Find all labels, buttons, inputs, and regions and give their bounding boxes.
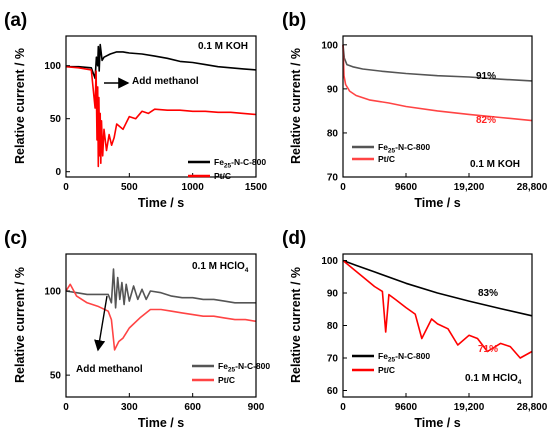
panel-2-plot-frame <box>342 35 533 178</box>
panel-1-x-tick-label: 0 <box>63 182 69 193</box>
panel-2-x-tick-label: 9600 <box>395 182 418 193</box>
panel-2-end-label-1: 91% <box>476 71 496 82</box>
panel-4-y-tick-label: 70 <box>327 354 339 365</box>
panel-1-series-2-line <box>65 65 257 168</box>
panel-4-x-axis-label: Time / s <box>414 416 460 430</box>
panel-4-x-tick-label: 28,800 <box>517 402 548 413</box>
panel-1-x-axis-label: Time / s <box>138 196 184 210</box>
panel-4-y-tick-label: 100 <box>321 256 338 267</box>
panel-3-x-axis-label: Time / s <box>138 416 184 430</box>
panel-1-plot-frame <box>65 35 257 178</box>
panel-3-x-tick-label: 600 <box>184 402 201 413</box>
panel-2-y-tick-label: 100 <box>321 40 338 51</box>
panel-4-condition-label: 0.1 M HClO4 <box>465 373 522 386</box>
panel-4-letter: (d) <box>282 228 306 249</box>
panel-4-y-axis-label: Relative current / % <box>289 267 303 383</box>
panel-1-x-tick-label: 1000 <box>182 182 205 193</box>
panel-2-legend-label-1: Fe25-N-C-800 <box>378 142 430 155</box>
panel-1-condition-label: 0.1 M KOH <box>198 41 248 52</box>
panel-1-y-tick-label: 50 <box>50 114 62 125</box>
panel-2-series-1-line <box>342 44 533 82</box>
panel-3-series-1-line <box>65 268 256 309</box>
panel-4-x-tick-label: 19,200 <box>454 402 485 413</box>
panel-2-series-2-line <box>342 44 533 122</box>
panel-1-legend-label-1: Fe25-N-C-800 <box>214 157 266 170</box>
panel-1-series-1-line <box>66 43 257 80</box>
panel-3-x-tick-label: 900 <box>248 402 265 413</box>
panel-1-y-axis-label: Relative current / % <box>13 48 27 164</box>
panel-4-series-2-line <box>342 259 533 359</box>
panel-1-legend-label-2: Pt/C <box>214 171 231 181</box>
panel-4-x-tick-label: 0 <box>340 402 346 413</box>
panel-4-end-label-1: 83% <box>478 288 498 299</box>
panel-3-plot-frame <box>65 253 257 398</box>
panel-4-end-label-2: 71% <box>478 344 498 355</box>
panel-1-y-tick-label: 0 <box>55 167 61 178</box>
panel-1-letter: (a) <box>4 10 27 31</box>
panel-2-condition-label: 0.1 M KOH <box>470 159 520 170</box>
panel-2-x-tick-label: 19,200 <box>454 182 485 193</box>
panel-1-x-tick-label: 1500 <box>245 182 268 193</box>
panel-4-y-tick-label: 80 <box>327 321 339 332</box>
panel-1-y-tick-label: 100 <box>44 61 61 72</box>
panel-3-x-tick-label: 0 <box>63 402 69 413</box>
panel-2-y-tick-label: 90 <box>327 84 339 95</box>
panel-3-y-axis-label: Relative current / % <box>13 267 27 383</box>
panel-4-series-1-line <box>342 259 533 317</box>
panel-1-x-tick-label: 500 <box>121 182 138 193</box>
panel-2-x-tick-label: 0 <box>340 182 346 193</box>
panel-3-x-tick-label: 300 <box>121 402 138 413</box>
panel-2-legend-label-2: Pt/C <box>378 154 395 164</box>
panel-1-annotation-text: Add methanol <box>132 76 199 87</box>
panel-2-x-axis-label: Time / s <box>414 196 460 210</box>
panel-3-y-tick-label: 50 <box>50 371 62 382</box>
panel-3-letter: (c) <box>4 228 27 249</box>
panel-3-legend-label-2: Pt/C <box>218 375 235 385</box>
panel-3-series-2-line <box>65 283 257 351</box>
panel-4-y-tick-label: 60 <box>327 386 339 397</box>
panel-2-end-label-2: 82% <box>476 115 496 126</box>
panel-2-y-axis-label: Relative current / % <box>289 48 303 164</box>
panel-3-y-tick-label: 100 <box>44 287 61 298</box>
panel-2-y-tick-label: 70 <box>327 173 339 184</box>
panel-3-annotation-text: Add methanol <box>76 364 143 375</box>
panel-2-y-tick-label: 80 <box>327 128 339 139</box>
panel-3-legend-label-1: Fe25-N-C-800 <box>218 361 270 374</box>
panel-3-annotation-arrow <box>94 295 108 352</box>
panel-4-legend-label-1: Fe25-N-C-800 <box>378 351 430 364</box>
panel-4-x-tick-label: 9600 <box>395 402 418 413</box>
panel-3-condition-label: 0.1 M HClO4 <box>192 261 249 274</box>
panel-2-letter: (b) <box>282 10 306 31</box>
panel-4-y-tick-label: 90 <box>327 289 339 300</box>
panel-4-legend-label-2: Pt/C <box>378 365 395 375</box>
panel-2-x-tick-label: 28,800 <box>517 182 548 193</box>
